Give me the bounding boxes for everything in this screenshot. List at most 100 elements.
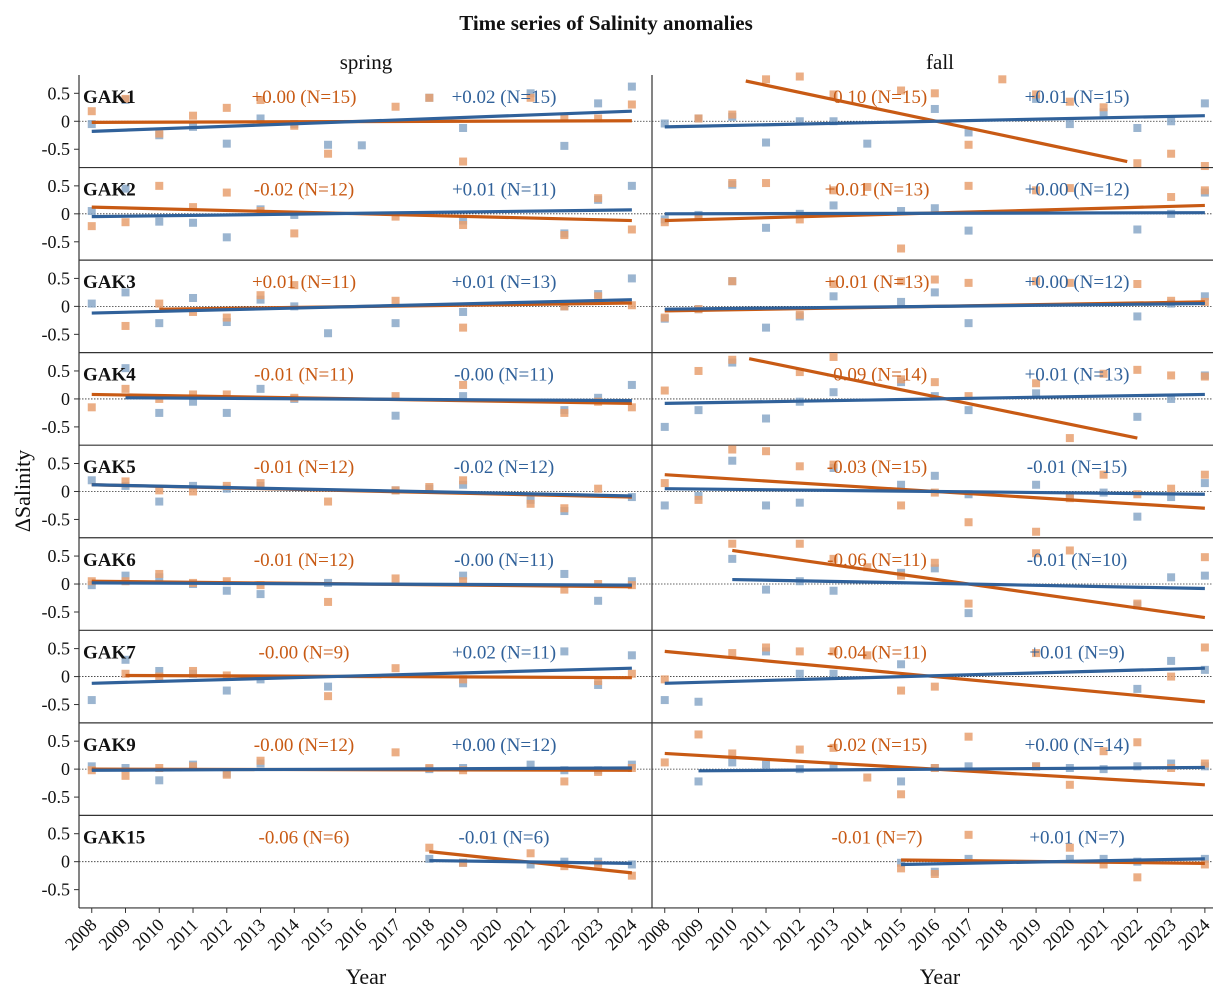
station-label: GAK1 (83, 87, 136, 108)
trend-label-orange: -0.06 (N=6) (259, 827, 350, 848)
data-point-orange (829, 460, 838, 469)
y-tick-label: 0.5 (48, 361, 71, 381)
data-point-orange (121, 94, 130, 103)
data-point-orange (897, 375, 906, 384)
data-point-blue (930, 564, 939, 573)
data-point-blue (1200, 479, 1209, 488)
data-point-orange (87, 107, 96, 116)
data-point-blue (391, 411, 400, 420)
data-point-orange (964, 181, 973, 190)
station-label: GAK15 (83, 827, 145, 848)
data-point-blue (1167, 656, 1176, 665)
data-point-orange (897, 686, 906, 695)
trend-label-blue: +0.00 (N=12) (1025, 272, 1130, 293)
panel-gak6-spring: -0.01 (N=12) -0.00 (N=11) GAK6 (79, 550, 652, 606)
data-point-orange (762, 179, 771, 188)
trend-line-blue (664, 114, 1205, 129)
data-point-blue (1167, 573, 1176, 582)
data-point-orange (795, 539, 804, 548)
data-point-blue (189, 293, 198, 302)
data-point-orange (222, 770, 231, 779)
data-point-orange (897, 864, 906, 873)
data-point-orange (560, 408, 569, 417)
trend-line-blue (91, 581, 632, 587)
data-point-blue (694, 406, 703, 415)
panel-gak2-fall: +0.01 (N=13) +0.00 (N=12) (652, 179, 1213, 253)
data-point-orange (189, 762, 198, 771)
station-label: GAK3 (83, 272, 136, 293)
data-point-orange (155, 486, 164, 495)
data-point-blue (660, 501, 669, 510)
data-point-orange (728, 277, 737, 286)
data-point-blue (222, 233, 231, 242)
plot-area: 0.5 0 -0.5 +0.00 (N=15) +0.02 (N=15) GAK1 -0.1… (42, 72, 1213, 955)
season-header-fall: fall (926, 50, 954, 74)
data-point-orange (694, 495, 703, 504)
data-point-orange (964, 518, 973, 527)
data-point-orange (627, 301, 636, 310)
data-point-orange (121, 669, 130, 678)
data-point-orange (324, 497, 333, 506)
x-tick-label: 2019 (432, 915, 472, 955)
panel-gak3-fall: +0.01 (N=13) +0.00 (N=12) (652, 272, 1213, 332)
data-point-blue (627, 274, 636, 283)
data-point-blue (1133, 225, 1142, 234)
data-point-orange (1200, 162, 1209, 171)
y-tick-label: 0 (61, 481, 70, 501)
panel-gak15-spring: -0.06 (N=6) -0.01 (N=6) GAK15 (79, 827, 652, 880)
data-point-orange (121, 321, 130, 330)
data-point-blue (87, 476, 96, 485)
data-point-blue (1133, 412, 1142, 421)
trend-line-blue (91, 208, 632, 219)
data-point-orange (594, 484, 603, 493)
data-point-blue (964, 226, 973, 235)
data-point-blue (459, 480, 468, 489)
data-point-orange (1167, 672, 1176, 681)
data-point-blue (222, 686, 231, 695)
data-point-blue (795, 117, 804, 126)
trend-label-blue: +0.01 (N=13) (452, 272, 557, 293)
data-point-blue (155, 319, 164, 328)
data-point-orange (1065, 494, 1074, 503)
data-point-orange (1032, 649, 1041, 658)
x-tick-label: 2016 (904, 915, 944, 955)
data-point-orange (998, 75, 1007, 84)
y-tick-label: -0.5 (42, 139, 71, 159)
trend-line-blue (901, 857, 1205, 867)
y-tick-label: 0 (61, 296, 70, 316)
data-point-blue (762, 760, 771, 769)
data-point-orange (459, 157, 468, 166)
y-tick-label: -0.5 (42, 787, 71, 807)
data-point-orange (1065, 843, 1074, 852)
trend-label-blue: +0.01 (N=11) (452, 180, 556, 201)
data-point-blue (155, 497, 164, 506)
data-point-orange (256, 479, 265, 488)
x-tick-label: 2016 (331, 915, 371, 955)
station-label: GAK5 (83, 457, 136, 478)
data-point-orange (324, 149, 333, 158)
trend-line-blue (91, 298, 632, 315)
data-point-blue (1133, 512, 1142, 521)
data-point-orange (425, 843, 434, 852)
data-point-blue (459, 216, 468, 225)
trend-label-orange: +0.00 (N=15) (252, 87, 357, 108)
data-point-blue (121, 288, 130, 297)
data-point-blue (459, 307, 468, 316)
data-point-blue (694, 697, 703, 706)
trend-label-orange: -0.09 (N=14) (827, 365, 927, 386)
data-point-orange (829, 554, 838, 563)
x-tick-label: 2012 (196, 915, 236, 955)
data-point-orange (1200, 643, 1209, 652)
data-point-orange (121, 384, 130, 393)
data-point-blue (1133, 684, 1142, 693)
data-point-orange (1133, 873, 1142, 882)
data-point-blue (660, 696, 669, 705)
y-tick-label: 0 (61, 574, 70, 594)
data-point-orange (728, 649, 737, 658)
trend-line-blue (664, 487, 1205, 496)
data-point-orange (87, 222, 96, 231)
data-point-orange (594, 194, 603, 203)
data-point-orange (256, 756, 265, 765)
data-point-blue (1133, 123, 1142, 132)
y-tick-label: 0.5 (48, 176, 71, 196)
